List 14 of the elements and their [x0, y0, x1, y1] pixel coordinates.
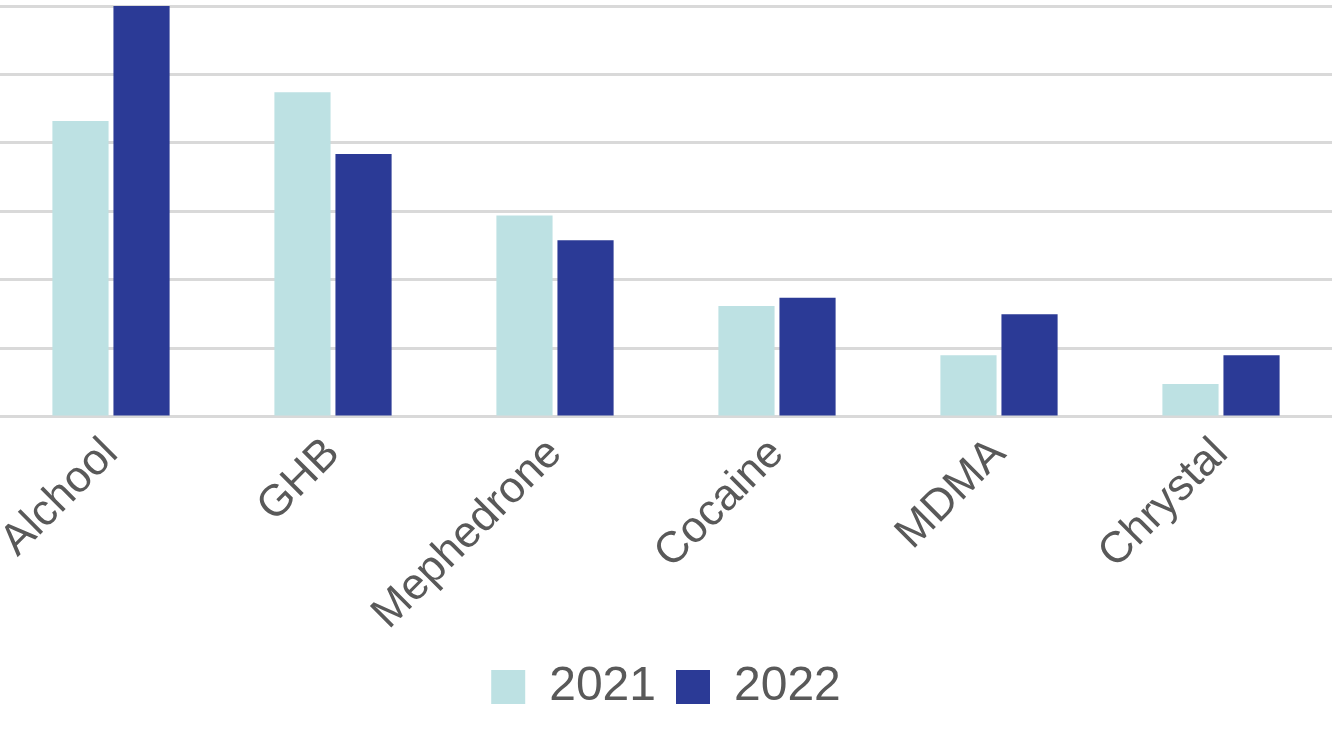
bar [779, 297, 836, 416]
legend-label: 2022 [734, 657, 841, 711]
bar [557, 240, 614, 416]
bar [1001, 314, 1058, 416]
bar [1223, 355, 1280, 416]
bar [52, 121, 109, 416]
bar [940, 355, 997, 416]
bar [1162, 384, 1219, 416]
bar [718, 306, 775, 416]
bar [496, 215, 553, 416]
bar [113, 6, 170, 416]
bar [335, 153, 392, 416]
legend-label: 2021 [549, 657, 656, 711]
bar [274, 92, 331, 416]
